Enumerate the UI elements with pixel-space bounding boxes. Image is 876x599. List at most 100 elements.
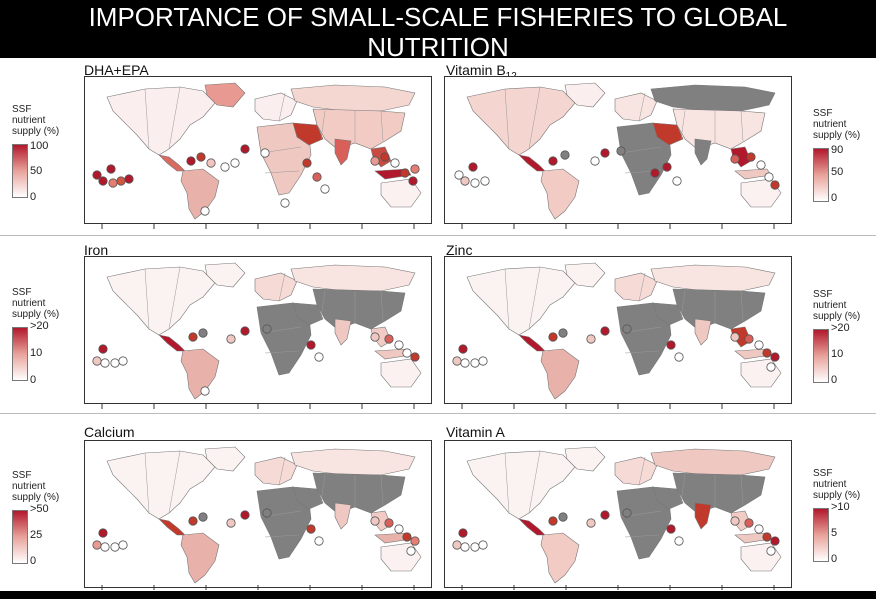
bottom-bar <box>0 591 876 599</box>
island-nation-marker <box>548 156 558 166</box>
country-region-southAmerica <box>540 532 580 584</box>
island-nation-marker <box>196 152 206 162</box>
island-nation-marker <box>390 158 400 168</box>
island-nation-marker <box>118 540 128 550</box>
island-nation-marker <box>198 512 208 522</box>
island-nation-marker <box>558 512 568 522</box>
map-ticks <box>461 404 775 409</box>
world-map-vitamin-a <box>444 440 792 588</box>
country-region-greenland <box>564 446 606 472</box>
island-nation-marker <box>666 524 676 534</box>
island-nation-marker <box>402 348 412 358</box>
legend-tick-mid: 50 <box>30 165 43 177</box>
country-region-india <box>694 502 712 530</box>
island-nation-marker <box>762 348 772 358</box>
island-nation-marker <box>762 532 772 542</box>
island-nation-marker <box>600 510 610 520</box>
island-nation-marker <box>754 524 764 534</box>
map-ticks <box>101 224 415 229</box>
country-region-asia <box>672 108 766 150</box>
country-region-india <box>694 138 712 166</box>
country-region-russia <box>290 448 416 476</box>
map-canvas <box>452 446 782 584</box>
island-nation-marker <box>370 516 380 526</box>
island-nation-marker <box>478 540 488 550</box>
country-region-greenland <box>204 446 246 472</box>
island-nation-marker <box>470 542 480 552</box>
legend-tick-low: 0 <box>30 555 37 567</box>
island-nation-marker <box>452 540 462 550</box>
island-nation-marker <box>92 540 102 550</box>
island-nation-marker <box>98 528 108 538</box>
map-canvas <box>454 82 782 220</box>
country-region-centralAmerica <box>158 154 186 172</box>
island-nation-marker <box>92 170 102 180</box>
island-nation-marker <box>548 516 558 526</box>
island-nation-marker <box>586 518 596 528</box>
page-title: IMPORTANCE OF SMALL-SCALE FISHERIES TO G… <box>88 2 788 58</box>
island-nation-marker <box>754 340 764 350</box>
country-region-northAmerica <box>106 450 216 520</box>
legend-label-line: SSF <box>813 468 833 479</box>
country-region-centralAmerica <box>518 334 546 352</box>
island-nation-marker <box>394 524 404 534</box>
country-region-europe <box>614 272 658 302</box>
map-canvas <box>452 262 782 400</box>
country-region-europe <box>254 272 298 302</box>
legend-label-line: supply (%) <box>813 490 861 501</box>
legend-tick-mid: 10 <box>831 348 844 360</box>
legend-vitamin-a: SSF nutrient supply (%) >10 5 0 <box>813 468 876 565</box>
island-nation-marker <box>106 164 116 174</box>
island-nation-marker <box>460 358 470 368</box>
island-nation-marker <box>470 178 480 188</box>
country-region-russia <box>650 264 776 292</box>
map-canvas <box>92 82 422 220</box>
legend-label-line: nutrient <box>12 298 46 309</box>
island-nation-marker <box>186 156 196 166</box>
legend-color-bar <box>12 510 28 564</box>
legend-iron: SSF nutrient supply (%) >20 10 0 <box>12 287 82 386</box>
country-region-russia <box>290 84 416 112</box>
island-nation-marker <box>558 328 568 338</box>
country-region-greenland <box>564 262 606 288</box>
legend-label-line: nutrient <box>813 479 847 490</box>
legend-label-line: supply (%) <box>813 311 861 322</box>
country-region-southAmerica <box>180 348 220 400</box>
map-canvas <box>92 446 422 584</box>
island-nation-marker <box>260 148 270 158</box>
island-nation-marker <box>746 152 756 162</box>
panel-title-dha-epa: DHA+EPA <box>84 62 149 78</box>
legend-color-bar <box>813 329 829 383</box>
legend-color-bar <box>813 148 829 202</box>
row-divider <box>0 413 876 414</box>
title-bar: IMPORTANCE OF SMALL-SCALE FISHERIES TO G… <box>0 0 876 58</box>
island-nation-marker <box>302 158 312 168</box>
country-region-asia <box>672 472 766 514</box>
island-nation-marker <box>666 340 676 350</box>
country-region-middleEast <box>292 122 324 146</box>
island-nation-marker <box>458 344 468 354</box>
legend-tick-high: >20 <box>30 320 49 332</box>
country-region-northAmerica <box>466 450 576 520</box>
legend-label-line: SSF <box>12 287 32 298</box>
country-region-southAmerica <box>540 168 580 220</box>
island-nation-marker <box>240 144 250 154</box>
country-region-russia <box>650 448 776 476</box>
island-nation-marker <box>460 176 470 186</box>
country-region-australia <box>380 542 422 572</box>
country-region-middleEast <box>652 122 684 146</box>
island-nation-marker <box>770 536 780 546</box>
legend-tick-high: >20 <box>831 322 850 334</box>
panel-title-zinc: Zinc <box>446 242 473 258</box>
island-nation-marker <box>314 352 324 362</box>
island-nation-marker <box>730 332 740 342</box>
island-nation-marker <box>100 358 110 368</box>
island-nation-marker <box>206 158 216 168</box>
island-nation-marker <box>198 328 208 338</box>
island-nation-marker <box>320 184 330 194</box>
island-nation-marker <box>98 344 108 354</box>
island-nation-marker <box>622 508 632 518</box>
island-nation-marker <box>230 158 240 168</box>
island-nation-marker <box>770 180 780 190</box>
map-ticks <box>461 585 775 590</box>
